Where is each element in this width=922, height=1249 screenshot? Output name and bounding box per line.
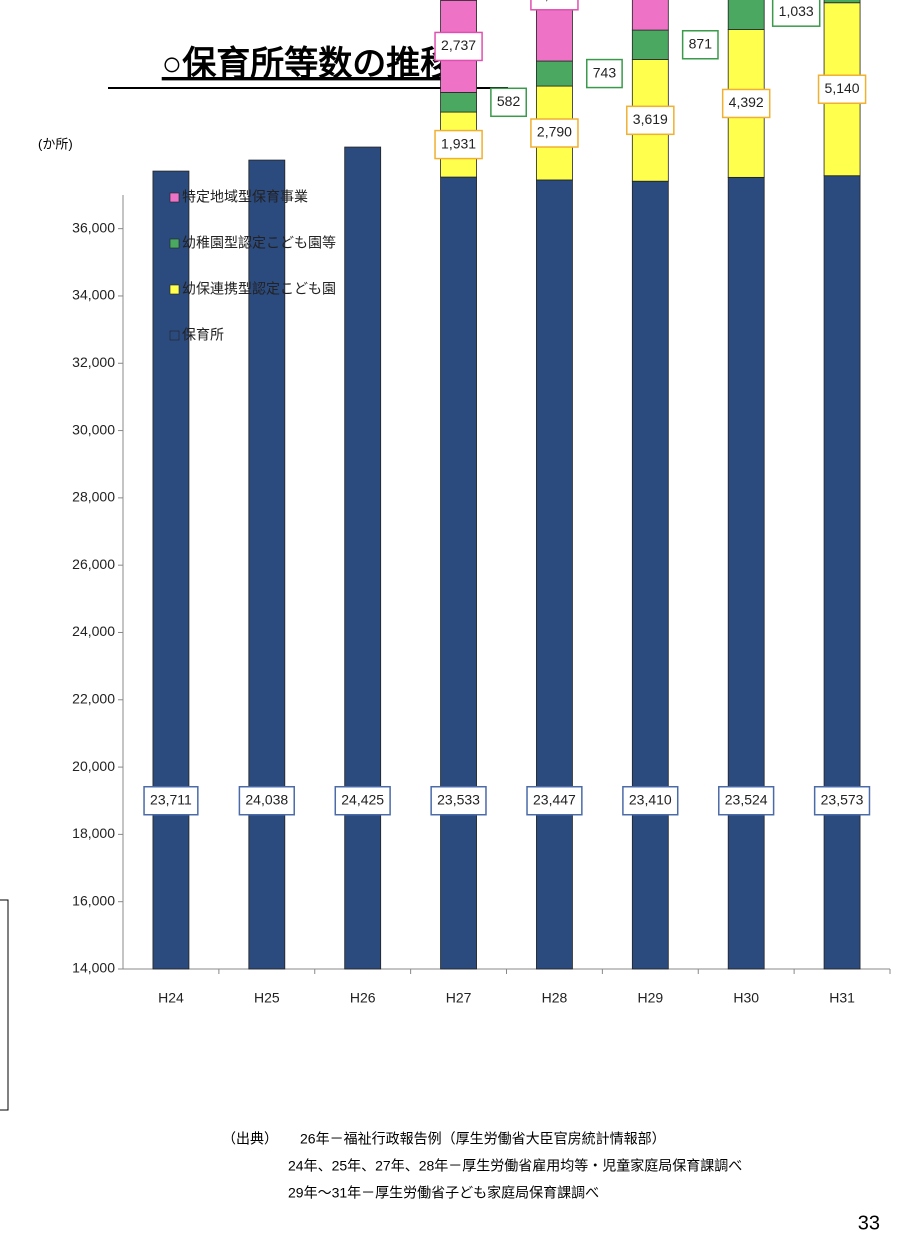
- x-tick-label: H24: [158, 990, 184, 1006]
- y-tick-label: 32,000: [72, 354, 115, 370]
- bar-segment: [631, 0, 669, 31]
- value-label-box: [626, 105, 675, 136]
- legend-label: 幼稚園型認定こども園等: [182, 235, 336, 251]
- y-tick-label: 22,000: [72, 690, 115, 706]
- value-label-box: [334, 785, 391, 816]
- legend-label: 特定地域型保育事業: [182, 189, 308, 205]
- legend-swatch: [169, 192, 180, 203]
- value-label-box: [530, 118, 579, 148]
- source-line: 24年、25年、27年、28年－厚生労働省雇用均等・児童家庭局保育課調べ: [288, 1158, 742, 1174]
- value-label-box: [490, 87, 527, 118]
- bar-segment: [344, 146, 382, 970]
- value-label: 23,524: [725, 791, 768, 807]
- bar-segment: [727, 0, 765, 30]
- value-label-box: [434, 129, 483, 160]
- value-label: 743: [593, 64, 617, 80]
- bar-segment: [152, 170, 190, 970]
- x-tick-label: H31: [829, 990, 855, 1006]
- bar-segment: [440, 92, 477, 113]
- value-label-box: [817, 74, 867, 104]
- y-tick-label: 34,000: [72, 287, 115, 303]
- legend-label: 幼保連携型認定こども園: [182, 281, 336, 297]
- y-tick-label: 14,000: [72, 960, 115, 976]
- value-label: 3,619: [633, 111, 668, 127]
- value-label-box: [681, 30, 719, 60]
- bar-segment: [440, 176, 477, 970]
- value-label: 582: [497, 93, 521, 109]
- bar-segment: [536, 179, 573, 970]
- y-unit: (か所): [38, 136, 73, 151]
- value-label: 2,790: [537, 124, 572, 140]
- value-label-box: [771, 0, 821, 27]
- y-tick-label: 30,000: [72, 421, 115, 437]
- y-tick-label: 28,000: [72, 489, 115, 505]
- value-label-box: [721, 88, 771, 119]
- value-label: 24,425: [341, 791, 384, 807]
- x-tick-label: H25: [254, 990, 280, 1006]
- value-label: 23,573: [821, 791, 864, 807]
- value-label-box: [238, 785, 295, 816]
- y-tick-label: 26,000: [72, 556, 115, 572]
- value-label: 5,140: [825, 80, 860, 96]
- value-label: 871: [689, 35, 713, 51]
- value-label: 24,038: [245, 791, 288, 807]
- source-line: 29年～31年－厚生労働省子ども家庭局保育課調べ: [288, 1185, 599, 1201]
- bar-segment: [248, 159, 286, 970]
- bar-segment: [823, 175, 861, 970]
- y-tick-label: 36,000: [72, 219, 115, 235]
- bar-segment: [631, 29, 669, 60]
- legend-swatch: [169, 284, 180, 295]
- value-label-box: [526, 785, 583, 816]
- value-label: 23,447: [533, 791, 576, 807]
- value-label: 23,711: [150, 791, 192, 807]
- value-label-box: [718, 785, 775, 816]
- value-label-box: [143, 785, 199, 816]
- bar-segment: [823, 0, 861, 4]
- y-tick-label: 16,000: [72, 892, 115, 908]
- y-tick-label: 20,000: [72, 758, 115, 774]
- value-label-box: [430, 785, 487, 816]
- value-label: 23,410: [629, 791, 672, 807]
- value-label: 3,879: [537, 0, 572, 2]
- x-tick-label: H27: [446, 990, 472, 1006]
- x-tick-label: H26: [350, 990, 376, 1006]
- value-label-box: [586, 58, 623, 89]
- value-label-box: [813, 785, 871, 816]
- bar-segment: [631, 180, 669, 970]
- x-tick-label: H30: [733, 990, 759, 1006]
- x-tick-label: H29: [637, 990, 663, 1006]
- bar-segment: [536, 60, 573, 87]
- value-label: 2,737: [441, 37, 476, 53]
- y-tick-label: 18,000: [72, 825, 115, 841]
- legend-swatch: [169, 330, 180, 341]
- value-label: 1,033: [779, 3, 814, 19]
- chart-title: ○保育所等数の推移: [162, 45, 455, 83]
- legend-swatch: [169, 238, 180, 249]
- source-label: （出典）: [222, 1131, 278, 1147]
- bar-segment: [727, 176, 765, 970]
- x-tick-label: H28: [542, 990, 568, 1006]
- legend-label: 保育所: [182, 327, 224, 343]
- value-label-box: [530, 0, 579, 11]
- value-label: 23,533: [437, 791, 480, 807]
- frame-fragment: [0, 899, 9, 1111]
- value-label: 4,392: [729, 94, 764, 110]
- value-label-box: [622, 785, 679, 816]
- value-label: 1,931: [441, 135, 476, 151]
- value-label-box: [434, 31, 483, 62]
- page-number: 33: [858, 1212, 880, 1234]
- y-tick-label: 24,000: [72, 623, 115, 639]
- source-line: 26年－福祉行政報告例（厚生労働省大臣官房統計情報部）: [300, 1131, 666, 1147]
